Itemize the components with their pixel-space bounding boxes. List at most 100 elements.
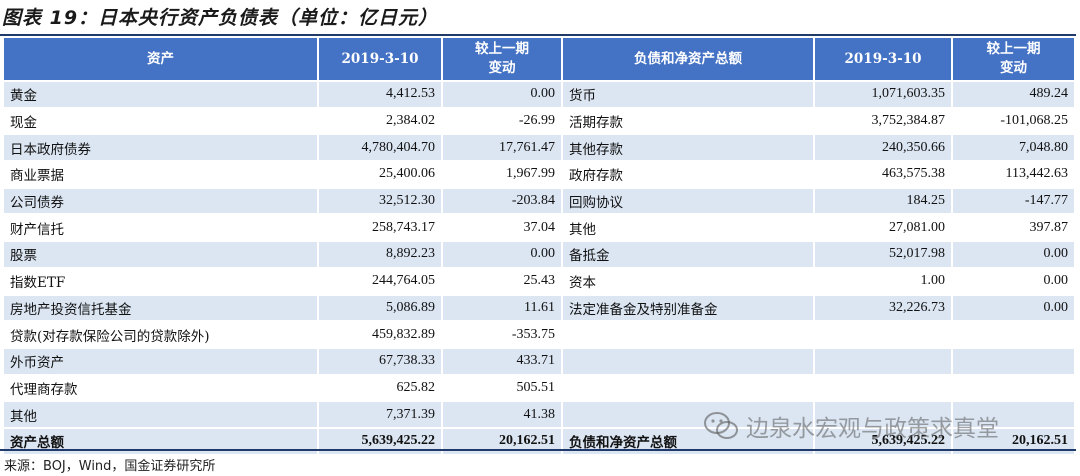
liability-change: -147.77	[953, 186, 1074, 214]
liability-label: 资本	[563, 266, 815, 294]
asset-change: 433.71	[443, 346, 563, 374]
liability-value: 463,575.38	[815, 160, 953, 187]
table-row: 外币资产 67,738.33 433.71	[4, 346, 1074, 374]
header-date-assets: 2019-3-10	[319, 38, 443, 80]
table-row: 财产信托 258,743.17 37.04 其他 27,081.00 397.87	[4, 213, 1074, 241]
liability-value: 32,226.73	[815, 293, 953, 321]
liability-value: 27,081.00	[815, 213, 953, 241]
asset-value: 25,400.06	[319, 160, 443, 187]
asset-label: 其他	[4, 400, 319, 427]
table-row: 公司债券 32,512.30 -203.84 回购协议 184.25 -147.77	[4, 186, 1074, 214]
asset-value: 32,512.30	[319, 186, 443, 214]
liability-label: 活期存款	[563, 106, 815, 134]
liability-label: 其他存款	[563, 133, 815, 161]
table-row: 股票 8,892.23 0.00 备抵金 52,017.98 0.00	[4, 240, 1074, 267]
asset-value: 67,738.33	[319, 346, 443, 374]
liability-change	[953, 320, 1074, 347]
table-row: 其他 7,371.39 41.38	[4, 400, 1074, 427]
liability-value: 184.25	[815, 186, 953, 214]
asset-value: 7,371.39	[319, 400, 443, 427]
liability-label: 法定准备金及特别准备金	[563, 293, 815, 321]
table-row: 贷款(对存款保险公司的贷款除外) 459,832.89 -353.75	[4, 320, 1074, 347]
liability-change	[953, 346, 1074, 374]
top-rule	[0, 34, 1076, 36]
asset-change: -203.84	[443, 186, 563, 214]
table-row: 黄金 4,412.53 0.00 货币 1,071,603.35 489.24	[4, 80, 1074, 107]
asset-label: 外币资产	[4, 346, 319, 374]
table-row: 代理商存款 625.82 505.51	[4, 373, 1074, 401]
liability-change: -101,068.25	[953, 106, 1074, 134]
asset-value: 4,412.53	[319, 80, 443, 107]
asset-label: 财产信托	[4, 213, 319, 241]
liability-label: 政府存款	[563, 160, 815, 187]
asset-value: 8,892.23	[319, 240, 443, 267]
asset-value: 4,780,404.70	[319, 133, 443, 161]
balance-sheet-table: 资产 2019-3-10 较上一期 变动 负债和净资产总额 2019-3-10 …	[4, 38, 1074, 454]
liability-label	[563, 346, 815, 374]
liability-change: 489.24	[953, 80, 1074, 107]
header-change-line2: 变动	[488, 60, 516, 76]
liability-change: 113,442.63	[953, 160, 1074, 187]
header-change-line1: 较上一期	[475, 41, 529, 57]
header-liabilities: 负债和净资产总额	[563, 38, 815, 80]
liability-value	[815, 400, 953, 427]
liability-label: 其他	[563, 213, 815, 241]
liability-value: 1.00	[815, 266, 953, 294]
table-row: 房地产投资信托基金 5,086.89 11.61 法定准备金及特别准备金 32,226.…	[4, 293, 1074, 321]
liability-value	[815, 346, 953, 374]
asset-change: 11.61	[443, 293, 563, 321]
asset-change: 17,761.47	[443, 133, 563, 161]
asset-label: 代理商存款	[4, 373, 319, 401]
liability-change: 0.00	[953, 293, 1074, 321]
header-change-assets: 较上一期 变动	[443, 38, 563, 80]
liability-label: 货币	[563, 80, 815, 107]
liability-value	[815, 373, 953, 401]
header-change-line1: 较上一期	[986, 41, 1041, 57]
liability-value: 240,350.66	[815, 133, 953, 161]
header-row: 资产 2019-3-10 较上一期 变动 负债和净资产总额 2019-3-10 …	[4, 38, 1074, 80]
table-row: 指数ETF 244,764.05 25.43 资本 1.00 0.00	[4, 266, 1074, 294]
table-row: 现金 2,384.02 -26.99 活期存款 3,752,384.87 -101,068…	[4, 106, 1074, 134]
liability-change	[953, 373, 1074, 401]
liability-label	[563, 320, 815, 347]
header-change-liabilities: 较上一期 变动	[953, 38, 1074, 80]
asset-value: 258,743.17	[319, 213, 443, 241]
asset-value: 459,832.89	[319, 320, 443, 347]
asset-value: 244,764.05	[319, 266, 443, 294]
asset-value: 5,086.89	[319, 293, 443, 321]
asset-change: 41.38	[443, 400, 563, 427]
asset-label: 股票	[4, 240, 319, 267]
asset-label: 公司债券	[4, 186, 319, 214]
asset-label: 现金	[4, 106, 319, 134]
asset-label: 商业票据	[4, 160, 319, 187]
asset-change: 25.43	[443, 266, 563, 294]
liability-value: 3,752,384.87	[815, 106, 953, 134]
asset-change: 1,967.99	[443, 160, 563, 187]
asset-change: 37.04	[443, 213, 563, 241]
liability-change: 7,048.80	[953, 133, 1074, 161]
asset-change: 0.00	[443, 240, 563, 267]
asset-label: 黄金	[4, 80, 319, 107]
header-date-liabilities: 2019-3-10	[815, 38, 953, 80]
header-assets: 资产	[4, 38, 319, 80]
liability-change: 0.00	[953, 240, 1074, 267]
liability-change: 0.00	[953, 266, 1074, 294]
asset-change: -353.75	[443, 320, 563, 347]
asset-label: 房地产投资信托基金	[4, 293, 319, 321]
liability-label	[563, 400, 815, 427]
asset-change: 505.51	[443, 373, 563, 401]
figure-title: 图表 19：日本央行资产负债表（单位：亿日元）	[2, 7, 439, 29]
header-change-line2: 变动	[1000, 60, 1027, 76]
asset-change: 0.00	[443, 80, 563, 107]
liability-label: 备抵金	[563, 240, 815, 267]
asset-value: 625.82	[319, 373, 443, 401]
liability-change: 397.87	[953, 213, 1074, 241]
source-note: 来源：BOJ，Wind，国金证券研究所	[4, 459, 216, 474]
liability-value	[815, 320, 953, 347]
liability-value: 52,017.98	[815, 240, 953, 267]
liability-change	[953, 400, 1074, 427]
liability-label: 回购协议	[563, 186, 815, 214]
asset-label: 日本政府债券	[4, 133, 319, 161]
asset-value: 2,384.02	[319, 106, 443, 134]
asset-label: 贷款(对存款保险公司的贷款除外)	[4, 320, 319, 347]
